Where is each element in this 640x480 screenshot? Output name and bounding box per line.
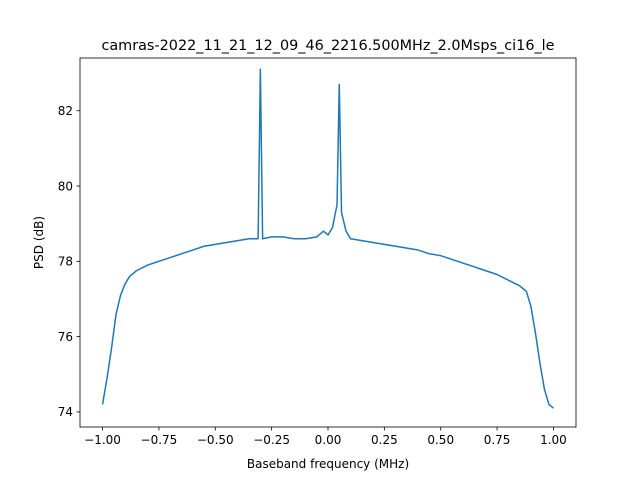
psd-series-line: [101, 68, 554, 409]
x-tick-label: −1.00: [84, 433, 121, 447]
x-tick-label: 0.50: [427, 433, 454, 447]
x-tick-label: 0.00: [315, 433, 342, 447]
x-tick-label: −0.50: [197, 433, 234, 447]
y-tick-label: 76: [58, 330, 73, 344]
y-axis-ticks: 74 76 78 80 82: [58, 104, 80, 419]
x-tick-label: 0.75: [484, 433, 511, 447]
x-tick-label: −0.75: [141, 433, 178, 447]
y-tick-label: 80: [58, 179, 73, 193]
x-tick-label: 1.00: [540, 433, 567, 447]
chart-title: camras-2022_11_21_12_09_46_2216.500MHz_2…: [101, 38, 554, 54]
x-axis-label: Baseband frequency (MHz): [247, 457, 409, 471]
x-tick-label: 0.25: [371, 433, 398, 447]
y-axis-label: PSD (dB): [32, 216, 46, 269]
y-tick-label: 82: [58, 104, 73, 118]
x-axis-ticks: −1.00 −0.75 −0.50 −0.25 0.00 0.25 0.50 0.75 1.00: [84, 427, 567, 447]
x-tick-label: −0.25: [253, 433, 290, 447]
y-tick-label: 78: [58, 255, 73, 269]
y-tick-label: 74: [58, 405, 73, 419]
plot-layer: [101, 68, 554, 409]
